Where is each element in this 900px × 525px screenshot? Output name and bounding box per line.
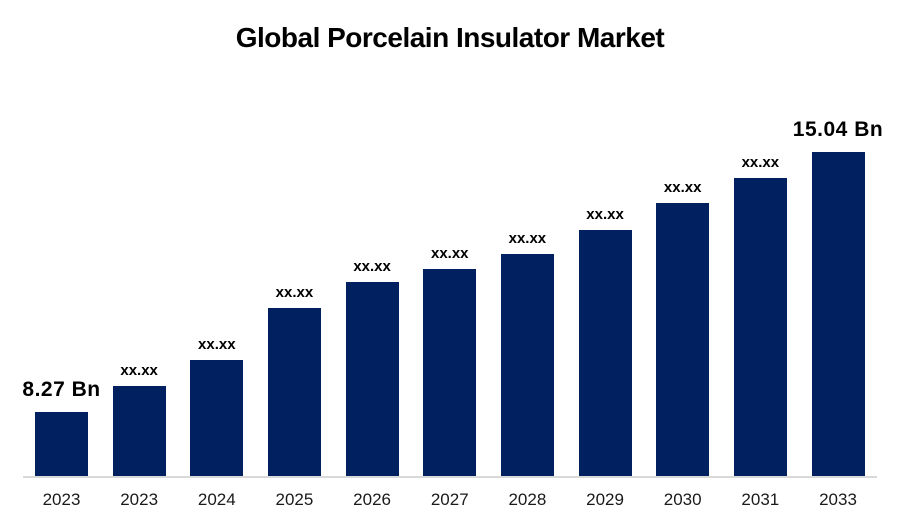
bar-2028-6	[500, 254, 554, 477]
bar-2029-7	[578, 230, 632, 477]
bar-value-label: xx.xx	[663, 179, 702, 196]
x-axis-tick-label: 2026	[353, 490, 392, 509]
bar-2023-1	[112, 386, 166, 477]
bar-value-label: xx.xx	[430, 245, 469, 262]
bar-2023-0	[35, 412, 88, 477]
x-axis-tick-label: 2023	[42, 490, 81, 509]
x-axis-tick-label: 2023	[120, 490, 159, 509]
x-axis-tick-label: 2029	[586, 490, 624, 509]
bar-value-label: xx.xx	[120, 362, 158, 379]
bar-value-label: xx.xx	[353, 258, 391, 275]
x-axis-tick-label: 2030	[663, 490, 702, 509]
bar-2027-5	[423, 269, 477, 477]
bar-value-label: 15.04 Bn	[792, 118, 884, 141]
bar-value-label: xx.xx	[586, 206, 624, 223]
x-axis-tick-label: 2033	[819, 490, 857, 509]
bar-value-label: xx.xx	[741, 154, 780, 171]
bar-value-label: xx.xx	[275, 284, 314, 301]
bar-value-label: 8.27 Bn	[22, 378, 101, 401]
bar-value-label: xx.xx	[508, 230, 547, 247]
x-axis-tick-label: 2025	[275, 490, 314, 509]
chart-title: Global Porcelain Insulator Market	[235, 22, 665, 53]
bar-2026-4	[345, 282, 399, 477]
bar-2030-8	[656, 203, 710, 477]
bar-2031-9	[733, 178, 787, 477]
x-axis-tick-label: 2024	[197, 490, 236, 509]
x-axis-line	[23, 476, 877, 478]
bar-value-label: xx.xx	[198, 336, 236, 353]
x-axis-tick-label: 2027	[430, 490, 469, 509]
bar-2024-2	[190, 360, 244, 477]
x-axis-tick-label: 2031	[741, 490, 780, 509]
x-axis-tick-label: 2028	[508, 490, 547, 509]
bar-2025-3	[267, 308, 321, 477]
bar-2033-10	[811, 152, 865, 477]
